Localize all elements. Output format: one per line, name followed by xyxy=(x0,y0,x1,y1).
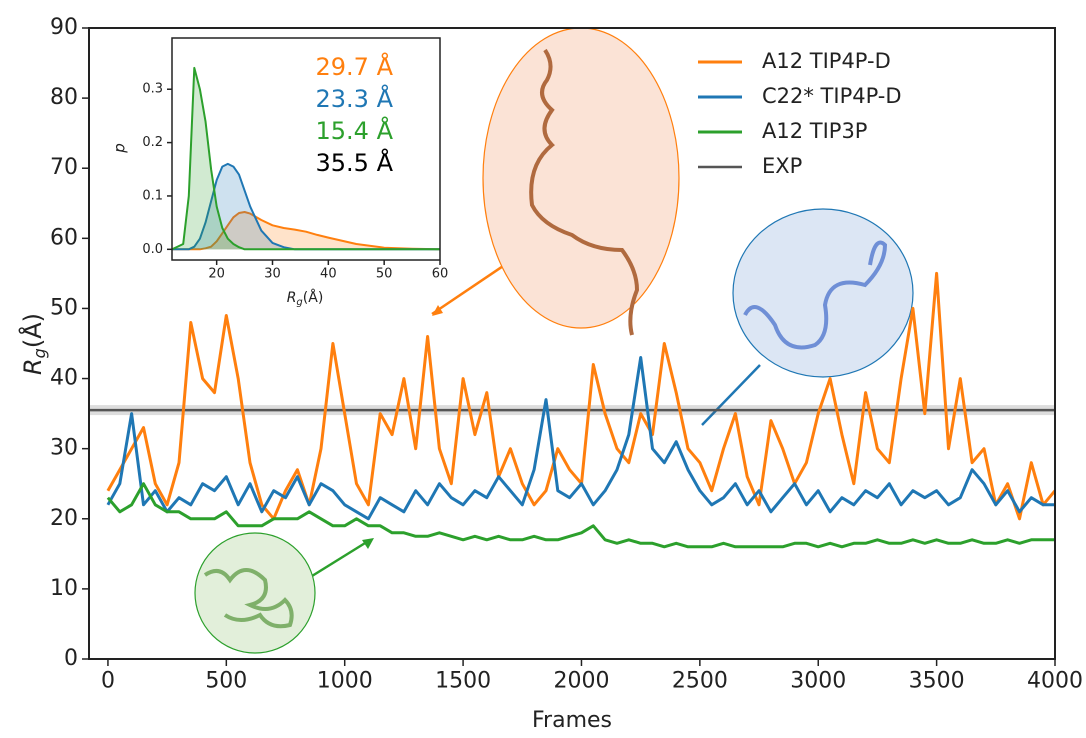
inset-plot xyxy=(172,66,440,251)
y-tick-label: 20 xyxy=(50,506,78,531)
main-plot xyxy=(89,271,1055,549)
bubble-a12-tip3p xyxy=(194,532,316,654)
y-tick-label: 30 xyxy=(50,436,78,461)
inset-y-label: p xyxy=(111,143,129,154)
arrow-head xyxy=(432,305,443,316)
inset-annotation: 23.3 Å xyxy=(316,84,394,113)
main-frame xyxy=(88,27,1056,660)
x-tick-label: 3500 xyxy=(909,668,965,693)
y-tick-label: 0.2 xyxy=(142,135,163,150)
inset-frame xyxy=(171,37,441,261)
y-axis-label-symbol: R xyxy=(19,358,47,375)
y-axis-label: Rg(Å) xyxy=(18,313,49,375)
x-tick-label: 3000 xyxy=(790,668,846,693)
y-tick-label: 0.1 xyxy=(142,188,163,203)
x-tick-label: 1500 xyxy=(435,668,491,693)
x-tick-label: 20 xyxy=(208,267,225,282)
x-tick-label: 0 xyxy=(101,668,115,693)
x-tick-label: 60 xyxy=(432,267,449,282)
inset-annotation: 15.4 Å xyxy=(316,116,394,145)
y-axis-label-unit: (Å) xyxy=(18,313,47,348)
y-tick-label: 70 xyxy=(50,155,78,180)
series-line xyxy=(106,356,1055,521)
y-tick-label: 50 xyxy=(50,295,78,320)
series-line xyxy=(172,66,440,251)
y-tick-label: 0.0 xyxy=(142,242,163,257)
y-tick-label: 40 xyxy=(50,366,78,391)
inset-x-label: Rg(Å) xyxy=(287,289,324,308)
series-line xyxy=(172,211,440,251)
structure xyxy=(203,568,294,629)
x-tick-label: 2000 xyxy=(553,668,609,693)
density-area xyxy=(172,212,440,250)
legend-label: A12 TIP3P xyxy=(762,119,867,143)
legend-label: EXP xyxy=(762,154,802,178)
arrow-head xyxy=(362,538,374,549)
x-tick-label: 2500 xyxy=(672,668,728,693)
legend-label: A12 TIP4P-D xyxy=(762,49,891,73)
x-tick-label: 1000 xyxy=(317,668,373,693)
x-axis-label: Frames xyxy=(532,708,612,733)
y-axis-label-subscript: g xyxy=(30,348,49,358)
x-tick-label: 4000 xyxy=(1027,668,1083,693)
y-tick-label: 90 xyxy=(50,15,78,40)
x-tick-label: 30 xyxy=(264,267,281,282)
structure-bubbles xyxy=(194,27,914,654)
structure xyxy=(743,240,888,350)
x-tick-label: 500 xyxy=(205,668,247,693)
density-area xyxy=(172,163,440,250)
y-tick-label: 80 xyxy=(50,85,78,110)
bubble-a12-tip4pd xyxy=(482,27,680,329)
inset-x-label-unit: (Å) xyxy=(303,289,324,306)
y-tick-label: 0 xyxy=(64,646,78,671)
inset-annotation: 29.7 Å xyxy=(316,52,394,81)
legend-label: C22* TIP4P-D xyxy=(762,84,902,108)
inset-background xyxy=(172,38,440,260)
y-tick-label: 10 xyxy=(50,576,78,601)
inset-x-label-symbol: R xyxy=(287,290,297,306)
pointer-arrow xyxy=(311,538,371,578)
y-tick-label: 0.3 xyxy=(142,82,163,97)
bubble-c22 xyxy=(732,208,914,378)
series-line xyxy=(106,482,1055,549)
x-tick-label: 40 xyxy=(320,267,337,282)
y-tick-label: 60 xyxy=(50,225,78,250)
structure xyxy=(529,48,640,336)
pointer-arrow xyxy=(701,364,761,426)
inset-x-label-subscript: g xyxy=(296,297,302,308)
inset-annotation: 35.5 Å xyxy=(316,148,394,177)
x-tick-label: 50 xyxy=(376,267,393,282)
